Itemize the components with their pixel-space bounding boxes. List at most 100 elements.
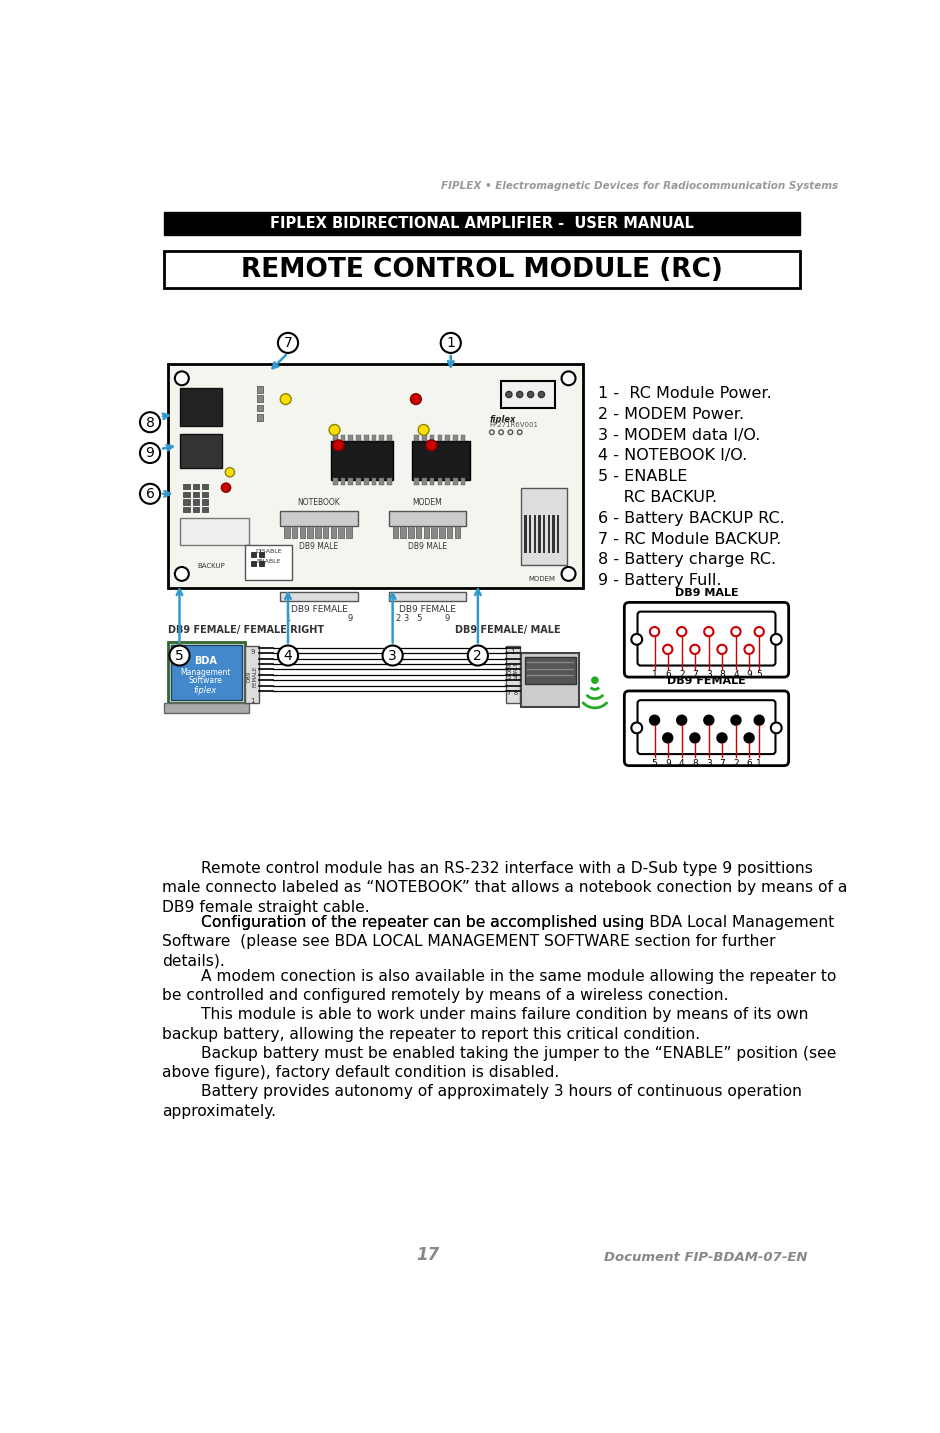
Bar xyxy=(349,479,353,484)
Text: 17: 17 xyxy=(415,1245,439,1264)
Text: 2: 2 xyxy=(733,758,739,768)
Bar xyxy=(202,484,208,489)
Bar xyxy=(331,441,393,480)
Bar xyxy=(501,381,556,408)
Text: 8: 8 xyxy=(719,671,725,679)
Bar xyxy=(422,436,427,441)
Bar xyxy=(387,436,392,441)
Bar xyxy=(543,514,545,553)
Bar xyxy=(556,514,559,553)
Circle shape xyxy=(426,440,437,451)
Bar xyxy=(333,479,337,484)
Circle shape xyxy=(411,394,421,404)
Text: 8: 8 xyxy=(692,758,697,768)
Bar xyxy=(387,479,392,484)
Bar xyxy=(346,526,352,537)
Text: 7 8: 7 8 xyxy=(507,691,518,696)
Bar xyxy=(548,514,550,553)
Bar xyxy=(340,436,345,441)
Text: 9: 9 xyxy=(665,758,670,768)
Bar xyxy=(430,436,434,441)
Text: 2: 2 xyxy=(679,671,684,679)
Text: DB9
MALE: DB9 MALE xyxy=(508,661,518,676)
Circle shape xyxy=(632,722,642,734)
Text: 6: 6 xyxy=(146,487,154,502)
Circle shape xyxy=(744,734,754,742)
Text: DB9 MALE: DB9 MALE xyxy=(408,542,447,550)
Bar xyxy=(446,479,450,484)
Text: 2 3   5: 2 3 5 xyxy=(397,613,423,623)
Circle shape xyxy=(731,715,741,725)
Bar xyxy=(415,436,419,441)
Text: 1: 1 xyxy=(510,649,515,655)
Text: BACKUP: BACKUP xyxy=(197,563,225,569)
Text: Configuration of the repeater can be accomplished using: Configuration of the repeater can be acc… xyxy=(162,916,649,930)
Circle shape xyxy=(592,676,598,684)
Circle shape xyxy=(517,391,523,397)
Text: 2 - MODEM Power.: 2 - MODEM Power. xyxy=(598,407,744,421)
Bar xyxy=(322,526,328,537)
Circle shape xyxy=(632,633,642,645)
Bar xyxy=(183,499,190,504)
Bar xyxy=(183,507,190,513)
Text: 9: 9 xyxy=(146,447,154,460)
Bar xyxy=(257,385,263,393)
Bar xyxy=(245,546,292,580)
Text: 9: 9 xyxy=(445,613,449,623)
Circle shape xyxy=(221,483,230,493)
Circle shape xyxy=(329,424,340,436)
Text: 3: 3 xyxy=(706,671,712,679)
Text: FP271R6V001: FP271R6V001 xyxy=(490,423,539,428)
Circle shape xyxy=(527,391,534,397)
Bar xyxy=(389,592,466,600)
Text: 8: 8 xyxy=(146,416,154,430)
Text: fiplex: fiplex xyxy=(490,414,516,424)
Bar xyxy=(168,642,245,704)
Circle shape xyxy=(441,332,461,353)
Text: 3 4: 3 4 xyxy=(508,676,518,682)
Bar xyxy=(280,592,358,600)
Bar xyxy=(257,396,263,403)
Bar xyxy=(349,436,353,441)
Bar xyxy=(193,492,199,497)
Circle shape xyxy=(140,443,160,463)
Circle shape xyxy=(561,567,575,580)
Text: DB9
FEMALE: DB9 FEMALE xyxy=(247,666,258,686)
Bar xyxy=(393,526,398,537)
Bar xyxy=(258,552,264,557)
Bar xyxy=(521,487,567,565)
Text: 3 - MODEM data I/O.: 3 - MODEM data I/O. xyxy=(598,427,760,443)
Text: 6 - Battery BACKUP RC.: 6 - Battery BACKUP RC. xyxy=(598,510,785,526)
Bar xyxy=(522,653,579,706)
Text: 4: 4 xyxy=(733,671,739,679)
Text: 7: 7 xyxy=(719,758,725,768)
Circle shape xyxy=(717,734,727,742)
Circle shape xyxy=(278,645,298,665)
Text: REMOTE CONTROL MODULE (RC): REMOTE CONTROL MODULE (RC) xyxy=(241,257,723,282)
Bar xyxy=(193,507,199,513)
Bar xyxy=(180,434,222,469)
Bar xyxy=(529,514,531,553)
Text: NOTEBOOK: NOTEBOOK xyxy=(298,497,340,507)
Circle shape xyxy=(677,715,686,725)
Text: 5: 5 xyxy=(651,758,657,768)
Text: RC BACKUP.: RC BACKUP. xyxy=(598,490,717,504)
Bar xyxy=(193,499,199,504)
Text: DB9 FEMALE: DB9 FEMALE xyxy=(400,605,456,613)
Bar xyxy=(171,645,243,701)
Text: DB9 FEMALE: DB9 FEMALE xyxy=(667,676,745,686)
Text: 1: 1 xyxy=(757,758,762,768)
Bar xyxy=(284,526,290,537)
Text: 5: 5 xyxy=(175,649,184,663)
Bar xyxy=(371,436,376,441)
Bar xyxy=(438,436,442,441)
Bar xyxy=(400,526,406,537)
Bar xyxy=(202,507,208,513)
Bar xyxy=(180,519,249,546)
Bar xyxy=(439,526,445,537)
Text: DB9 FEMALE: DB9 FEMALE xyxy=(290,605,348,613)
Circle shape xyxy=(663,734,672,742)
Text: fiplex: fiplex xyxy=(194,685,217,695)
Bar xyxy=(553,514,555,553)
Bar xyxy=(412,441,470,480)
